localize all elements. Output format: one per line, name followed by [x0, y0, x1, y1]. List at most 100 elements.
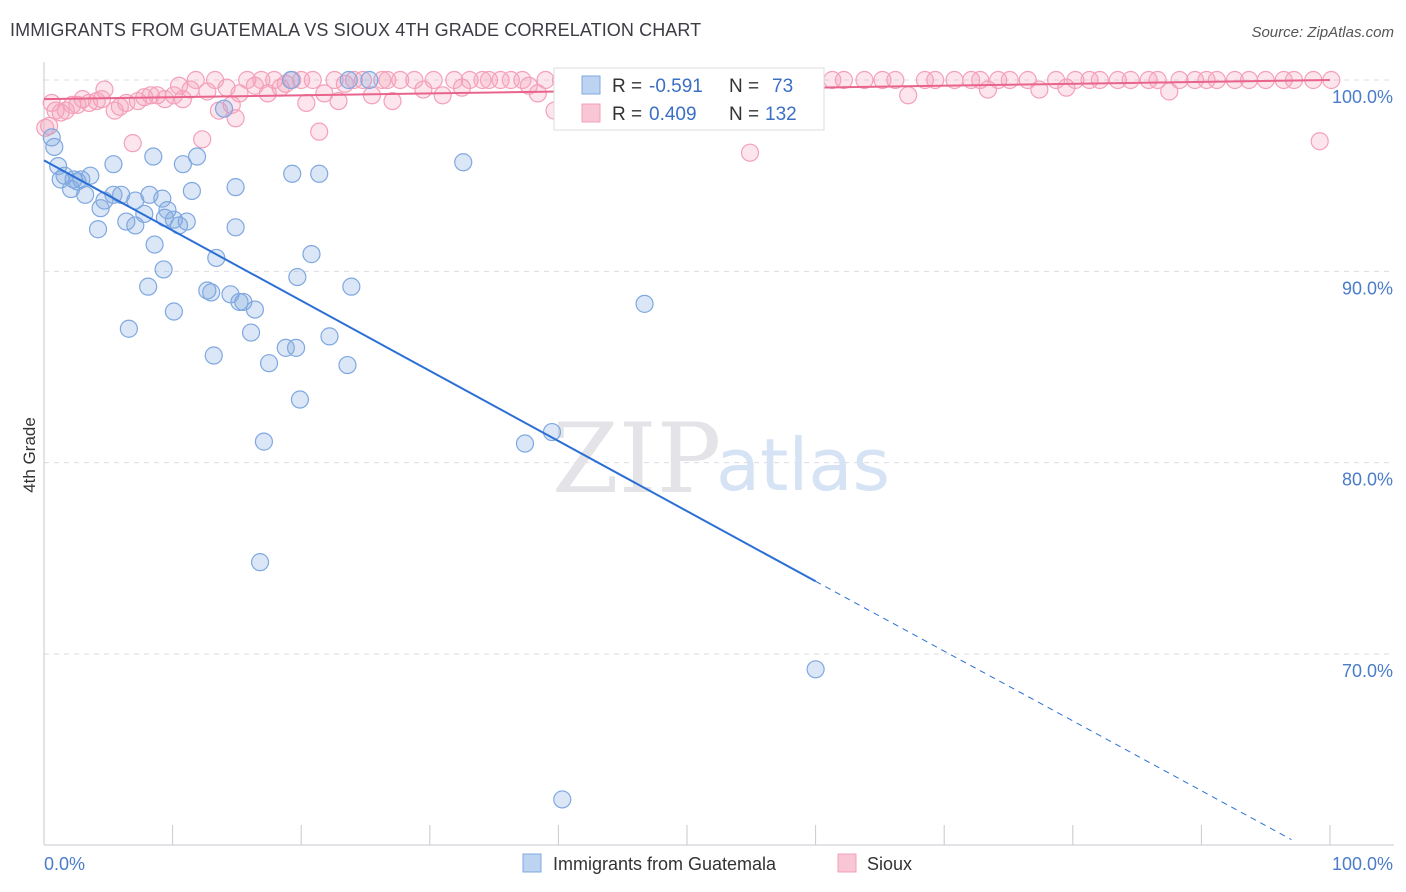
guatemala-point	[76, 185, 95, 204]
guatemala-point	[164, 302, 183, 321]
sioux-point	[536, 70, 555, 90]
sioux-point	[164, 86, 183, 105]
guatemala-point	[204, 346, 223, 365]
chart-title: IMMIGRANTS FROM GUATEMALA VS SIOUX 4TH G…	[10, 20, 702, 40]
sioux-point	[310, 122, 329, 141]
guatemala-point	[45, 137, 64, 157]
guatemala-point	[81, 166, 100, 185]
guatemala-point	[139, 277, 158, 296]
sioux-point	[383, 91, 402, 111]
y-tick-labels: 100.0% 90.0% 80.0% 70.0%	[1332, 87, 1393, 681]
y-axis-label: 4th Grade	[20, 417, 39, 493]
guatemala-point	[241, 323, 261, 342]
legend-swatch-guatemala	[581, 75, 601, 95]
guatemala-point	[276, 338, 295, 357]
guatemala-point	[230, 292, 249, 312]
sioux-point	[141, 86, 160, 105]
sioux-point	[123, 134, 142, 153]
guatemala-point	[144, 147, 163, 166]
guatemala-point	[88, 220, 108, 239]
y-tick-label: 80.0%	[1342, 470, 1393, 490]
x-tick-label: 100.0%	[1332, 854, 1393, 874]
guatemala-point	[254, 432, 274, 451]
guatemala-trend-extension	[815, 580, 1292, 841]
sioux-point	[445, 70, 464, 90]
sioux-point	[40, 116, 59, 136]
sioux-point	[325, 70, 344, 90]
sioux-point	[1207, 70, 1226, 90]
guatemala-point	[135, 204, 154, 224]
sioux-point	[1121, 70, 1140, 90]
bottom-legend-label-guatemala: Immigrants from Guatemala	[553, 854, 777, 874]
guatemala-point	[117, 212, 136, 231]
legend-r-value-sioux: 0.409	[649, 104, 697, 125]
bottom-legend: Immigrants from Guatemala Sioux	[522, 853, 912, 874]
sioux-point	[899, 86, 918, 105]
sioux-point	[373, 70, 392, 90]
guatemala-point	[173, 155, 192, 174]
legend-r-label-sioux: R =	[612, 104, 642, 125]
bottom-legend-swatch-sioux	[837, 853, 857, 873]
guatemala-point	[806, 660, 825, 679]
sioux-point	[926, 70, 945, 90]
sioux-point	[230, 84, 249, 103]
sioux-point	[424, 70, 443, 90]
sioux-point	[378, 70, 397, 90]
guatemala-point	[226, 218, 245, 237]
sioux-point	[68, 95, 87, 114]
guatemala-point	[154, 260, 173, 279]
sioux-point	[460, 70, 479, 90]
legend-n-label-guatemala: N =	[729, 76, 759, 97]
guatemala-point	[290, 390, 310, 409]
sioux-point	[193, 130, 212, 149]
sioux-point	[1148, 70, 1167, 90]
sioux-point	[1310, 132, 1329, 151]
guatemala-point	[338, 355, 357, 375]
sioux-point	[315, 84, 334, 103]
sioux-point	[433, 86, 452, 105]
guatemala-point	[158, 201, 177, 220]
guatemala-points	[42, 70, 825, 809]
sioux-point	[915, 70, 935, 90]
sioux-point	[886, 70, 905, 90]
guatemala-point	[104, 155, 123, 174]
sioux-point	[473, 70, 492, 90]
sioux-point	[528, 84, 547, 103]
sioux-point	[491, 70, 510, 90]
guatemala-point	[288, 267, 307, 287]
source-label: Source: ZipAtlas.com	[1251, 24, 1394, 41]
x-tick-label: 0.0%	[44, 854, 85, 874]
x-tick-labels: 0.0% 100.0%	[44, 854, 1393, 874]
sioux-point	[1225, 70, 1244, 90]
sioux-point	[169, 76, 189, 95]
watermark-zip: ZIP	[552, 403, 721, 515]
guatemala-point	[283, 164, 302, 183]
legend-r-label-guatemala: R =	[612, 76, 642, 97]
sioux-point	[834, 70, 853, 90]
sioux-point	[155, 90, 174, 109]
guatemala-point	[281, 70, 301, 90]
legend-r-value-guatemala: -0.591	[649, 76, 703, 97]
sioux-point	[391, 70, 410, 90]
legend-n-label-sioux: N =	[729, 104, 759, 125]
sioux-point	[1108, 70, 1127, 90]
sioux-point	[303, 70, 322, 90]
watermark-atlas: atlas	[716, 423, 890, 507]
sioux-point	[1000, 70, 1019, 90]
guatemala-point	[119, 319, 138, 338]
guatemala-point	[153, 189, 172, 208]
legend-n-value-sioux: 132	[765, 104, 797, 125]
sioux-point	[329, 91, 348, 111]
guatemala-trend-line	[43, 159, 817, 583]
guatemala-point	[226, 178, 245, 197]
sioux-point	[1239, 70, 1259, 90]
guatemala-point	[286, 338, 306, 357]
guatemala-point	[339, 70, 358, 90]
legend-swatch-sioux	[581, 103, 601, 123]
guatemala-point	[104, 185, 123, 204]
sioux-point	[1170, 70, 1189, 90]
sioux-point	[297, 93, 316, 113]
watermark: ZIP atlas	[552, 403, 890, 515]
guatemala-point	[259, 354, 279, 373]
